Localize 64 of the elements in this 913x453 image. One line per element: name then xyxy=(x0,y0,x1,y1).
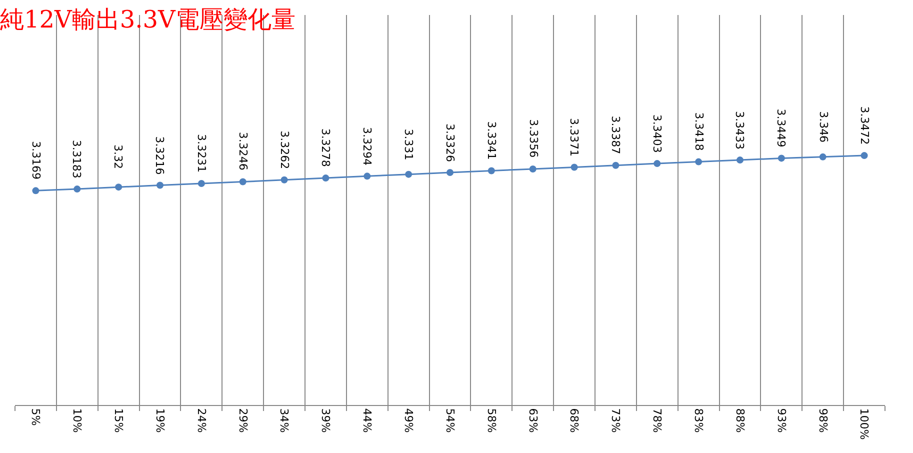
data-label: 3.3356 xyxy=(526,119,540,158)
data-label: 3.3387 xyxy=(609,116,622,154)
point xyxy=(156,182,164,189)
x-tick-label: 34% xyxy=(278,408,291,433)
point xyxy=(654,160,661,168)
point xyxy=(736,156,744,164)
point xyxy=(280,176,288,184)
x-tick-label: 83% xyxy=(692,408,705,433)
point xyxy=(74,186,81,193)
x-tick-label: 24% xyxy=(194,408,208,433)
data-label: 3.3472 xyxy=(858,106,871,145)
data-label: 3.3326 xyxy=(443,123,456,162)
x-tick-label: 49% xyxy=(402,408,415,433)
data-label: 3.3246 xyxy=(236,132,250,170)
data-label: 3.3433 xyxy=(733,111,746,150)
data-label: 3.3169 xyxy=(29,140,42,180)
point xyxy=(529,165,536,172)
x-tick-label: 78% xyxy=(650,408,664,433)
point xyxy=(198,180,205,187)
x-tick-label: 93% xyxy=(774,408,788,433)
chart-title: 純12V輸出3.3V電壓變化量 xyxy=(0,5,296,34)
x-tick-label: 39% xyxy=(319,408,332,433)
point xyxy=(860,152,868,160)
data-label: 3.346 xyxy=(816,111,830,143)
point xyxy=(695,158,702,166)
x-tick-label: 54% xyxy=(443,408,456,433)
x-tick-label: 44% xyxy=(360,408,374,433)
point xyxy=(819,153,826,160)
data-label: 3.3418 xyxy=(692,112,706,151)
data-label: 3.3294 xyxy=(360,127,374,166)
point xyxy=(778,154,785,162)
point xyxy=(488,167,495,174)
point xyxy=(405,170,412,178)
data-label: 3.3183 xyxy=(70,140,84,178)
data-label: 3.3231 xyxy=(194,134,208,173)
point xyxy=(570,164,578,171)
point xyxy=(239,178,246,186)
data-label: 3.3341 xyxy=(485,121,498,160)
data-label: 3.3403 xyxy=(650,114,664,153)
data-label: 3.3371 xyxy=(568,118,581,156)
x-tick-label: 15% xyxy=(112,408,125,433)
x-tick-label: 100% xyxy=(858,408,871,440)
data-label: 3.3278 xyxy=(318,128,332,167)
x-tick-label: 58% xyxy=(484,408,498,433)
x-tick-label: 10% xyxy=(70,408,84,433)
point xyxy=(32,187,40,194)
x-tick-label: 29% xyxy=(236,408,250,433)
data-label: 3.3262 xyxy=(278,130,292,170)
data-label: 3.3449 xyxy=(774,108,788,148)
x-tick-label: 63% xyxy=(526,408,540,433)
x-tick-label: 88% xyxy=(733,408,746,433)
point xyxy=(612,162,620,169)
x-tick-label: 68% xyxy=(568,408,581,433)
x-tick-label: 98% xyxy=(816,408,830,433)
data-label: 3.3216 xyxy=(153,136,166,175)
point xyxy=(115,184,122,191)
x-tick-label: 73% xyxy=(609,408,622,433)
data-label: 3.32 xyxy=(112,144,125,170)
x-tick-label: 5% xyxy=(29,408,42,426)
x-tick-label: 19% xyxy=(153,408,166,433)
data-label: 3.331 xyxy=(402,128,415,160)
point xyxy=(446,168,454,176)
point xyxy=(364,172,371,180)
point xyxy=(322,174,330,182)
